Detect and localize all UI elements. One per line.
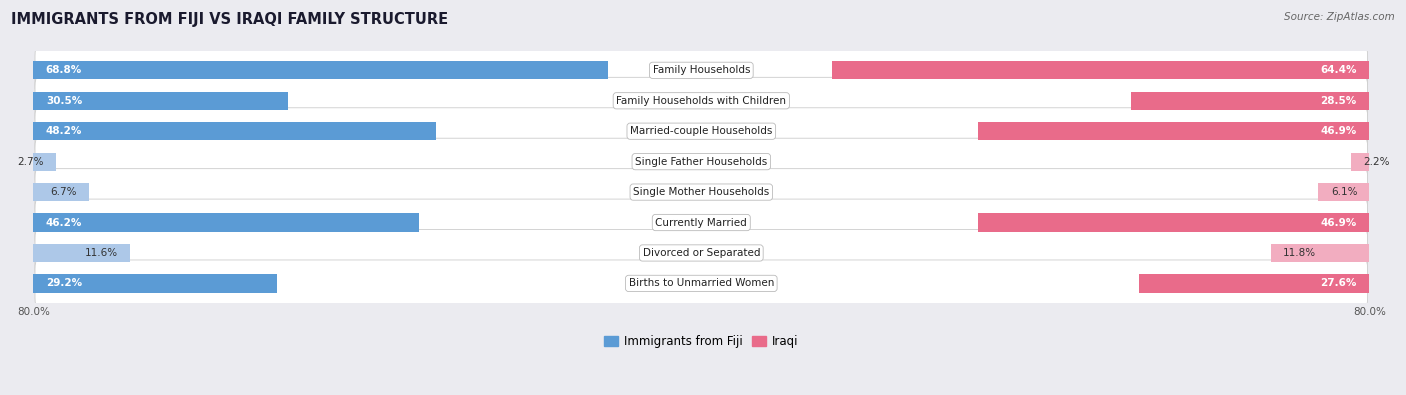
Bar [977,213,1369,231]
Text: Married-couple Households: Married-couple Households [630,126,772,136]
Text: 2.2%: 2.2% [1364,157,1391,167]
FancyBboxPatch shape [35,138,1368,185]
Text: Births to Unmarried Women: Births to Unmarried Women [628,278,773,288]
Bar [1319,183,1369,201]
Text: 46.9%: 46.9% [1320,126,1357,136]
FancyBboxPatch shape [35,169,1368,216]
Text: Single Father Households: Single Father Households [636,157,768,167]
Text: 6.1%: 6.1% [1331,187,1357,197]
Bar [34,61,607,79]
FancyBboxPatch shape [35,47,1368,94]
Bar [1132,92,1369,110]
Text: 28.5%: 28.5% [1320,96,1357,106]
Text: Single Mother Households: Single Mother Households [633,187,769,197]
Bar [831,61,1369,79]
FancyBboxPatch shape [35,229,1368,276]
Bar [34,244,131,262]
Bar [1271,244,1369,262]
Text: 68.8%: 68.8% [46,65,82,75]
FancyBboxPatch shape [35,199,1368,246]
Bar [34,152,56,171]
Text: Currently Married: Currently Married [655,218,747,228]
Text: 6.7%: 6.7% [51,187,77,197]
Text: 46.2%: 46.2% [46,218,82,228]
Text: 29.2%: 29.2% [46,278,82,288]
Bar [977,122,1369,140]
Text: Family Households: Family Households [652,65,749,75]
Bar [34,92,288,110]
Bar [34,122,436,140]
Text: IMMIGRANTS FROM FIJI VS IRAQI FAMILY STRUCTURE: IMMIGRANTS FROM FIJI VS IRAQI FAMILY STR… [11,12,449,27]
Text: Source: ZipAtlas.com: Source: ZipAtlas.com [1284,12,1395,22]
Text: 2.7%: 2.7% [17,157,44,167]
Bar [1139,274,1369,293]
Text: Family Households with Children: Family Households with Children [616,96,786,106]
Text: 11.8%: 11.8% [1284,248,1316,258]
FancyBboxPatch shape [35,77,1368,124]
Text: 11.6%: 11.6% [84,248,118,258]
Text: 27.6%: 27.6% [1320,278,1357,288]
Legend: Immigrants from Fiji, Iraqi: Immigrants from Fiji, Iraqi [599,331,803,353]
Text: 46.9%: 46.9% [1320,218,1357,228]
Bar [34,213,419,231]
Bar [34,274,277,293]
Bar [34,183,89,201]
FancyBboxPatch shape [35,108,1368,155]
Bar [1351,152,1369,171]
Text: 64.4%: 64.4% [1320,65,1357,75]
Text: 48.2%: 48.2% [46,126,82,136]
FancyBboxPatch shape [35,260,1368,307]
Text: Divorced or Separated: Divorced or Separated [643,248,761,258]
Text: 30.5%: 30.5% [46,96,82,106]
